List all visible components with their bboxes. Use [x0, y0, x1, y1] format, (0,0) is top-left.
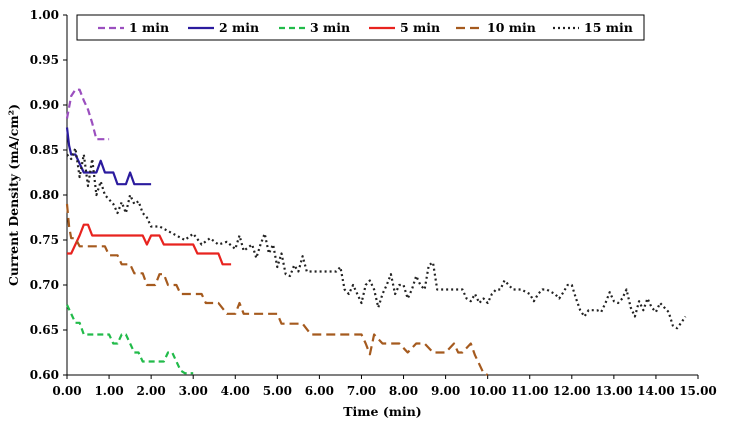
- y-axis-ticks: 0.60 0.65 0.70 0.75 0.80 0.85 0.90 0.95 1.00: [30, 8, 67, 382]
- y-tick-label: 0.80: [30, 188, 59, 202]
- x-tick-label: 11.00: [511, 384, 549, 398]
- legend-label: 5 min: [400, 20, 440, 35]
- y-tick-label: 1.00: [30, 8, 59, 22]
- series-line-3-min: [66, 304, 194, 375]
- legend-box: [76, 14, 645, 41]
- series-line-15-min: [66, 147, 687, 330]
- x-tick-label: 5.00: [263, 384, 292, 398]
- x-tick-label: 0.00: [52, 384, 81, 398]
- x-tick-label: 13.00: [595, 384, 633, 398]
- x-tick-label: 1.00: [94, 384, 123, 398]
- y-tick-label: 0.90: [30, 98, 59, 112]
- x-tick-label: 4.00: [221, 384, 250, 398]
- x-tick-label: 6.00: [305, 384, 334, 398]
- series-line-10-min: [65, 203, 489, 377]
- legend-label: 10 min: [487, 20, 536, 35]
- x-tick-label: 12.00: [553, 384, 591, 398]
- legend-label: 2 min: [219, 20, 259, 35]
- y-tick-label: 0.65: [30, 323, 59, 337]
- x-tick-label: 3.00: [179, 384, 208, 398]
- y-axis-title: Current Density (mA/cm²): [6, 104, 21, 286]
- legend-label: 3 min: [310, 20, 350, 35]
- y-tick-label: 0.95: [30, 53, 59, 67]
- x-tick-label: 7.00: [347, 384, 376, 398]
- y-tick-label: 0.70: [30, 278, 59, 292]
- y-tick-label: 0.75: [30, 233, 59, 247]
- legend-label: 15 min: [584, 20, 633, 35]
- x-tick-label: 2.00: [137, 384, 166, 398]
- legend: 1 min 2 min 3 min 5 min 10 min 15 min: [76, 14, 645, 41]
- x-tick-label: 14.00: [637, 384, 675, 398]
- x-tick-label: 9.00: [431, 384, 460, 398]
- series-line-1-min: [65, 88, 110, 141]
- x-tick-label: 15.00: [679, 384, 717, 398]
- x-axis-title: Time (min): [343, 404, 421, 419]
- series-layer: [65, 88, 687, 377]
- y-tick-label: 0.60: [30, 368, 59, 382]
- x-axis-ticks: 0.00 1.00 2.00 3.00 4.00 5.00 6.00 7.00 8.00 9.00…: [52, 375, 717, 398]
- series-line-5-min: [67, 223, 232, 266]
- series-line-2-min: [65, 127, 152, 186]
- x-tick-label: 8.00: [389, 384, 418, 398]
- y-tick-label: 0.85: [30, 143, 59, 157]
- x-tick-label: 10.00: [469, 384, 507, 398]
- legend-label: 1 min: [129, 20, 169, 35]
